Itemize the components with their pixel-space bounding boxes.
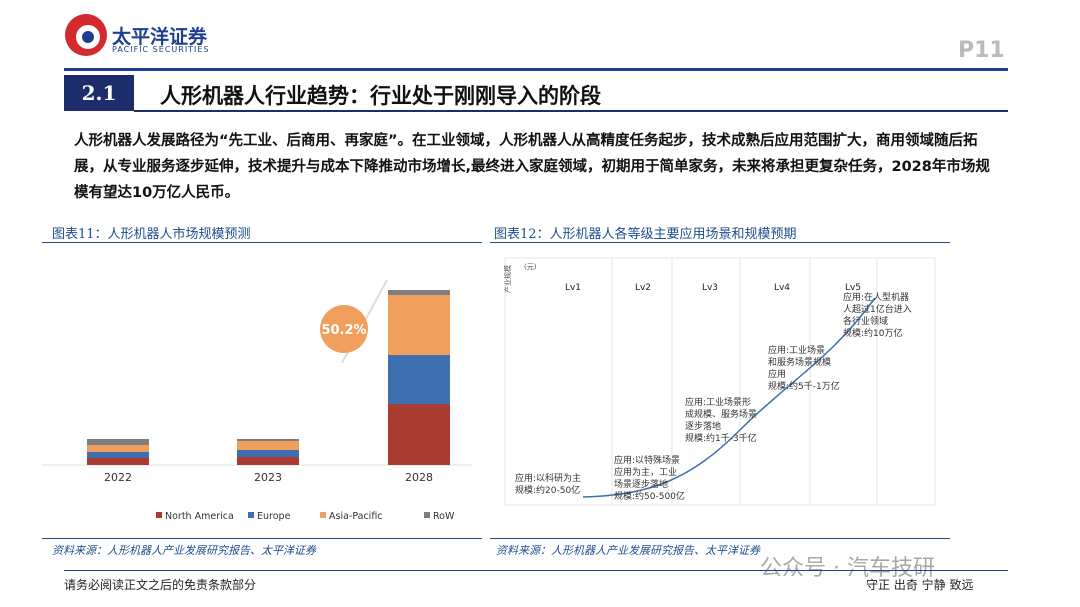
bar-segment (87, 452, 149, 458)
annotation: 应用:以科研为主 (515, 472, 581, 484)
section-title: 人形机器人行业趋势：行业处于刚刚导入的阶段 (160, 84, 601, 108)
annotation: 规模:约10万亿 (843, 327, 903, 339)
rule (64, 68, 1008, 71)
bar-segment (388, 404, 450, 465)
bar-segment (87, 458, 149, 465)
bar-segment (237, 439, 299, 441)
annotation: 各行业领域 (843, 315, 888, 327)
figure-source: 资料来源：人形机器人产业发展研究报告、太平洋证券 (52, 544, 316, 557)
annotation: 场景逐步落地 (614, 478, 668, 490)
logo (65, 14, 107, 56)
annotation: 应用:工业场景 (768, 344, 825, 356)
level-label: Lv2 (635, 283, 651, 293)
bar-segment (388, 355, 450, 404)
bar-segment (87, 445, 149, 452)
growth-badge (320, 305, 368, 353)
x-tick-label: 2023 (254, 471, 282, 484)
plot-frame (504, 257, 936, 506)
annotation: 和服务场景规模 (768, 356, 831, 368)
annotation: 规模:约50-500亿 (614, 490, 685, 502)
level-label: Lv1 (565, 283, 581, 293)
body-text: 人形机器人发展路径为“先工业、后商用、再家庭”。在工业领域，人形机器人从高精度任… (74, 133, 990, 201)
growth-curve (582, 297, 876, 498)
bar-segment (237, 441, 299, 450)
watermark: 公众号 · 汽车技研 (760, 556, 935, 581)
page-number: P11 (958, 38, 1005, 63)
y-axis-unit: (元) (524, 263, 537, 271)
annotation: 逐步落地 (685, 420, 721, 432)
annotation: 应用:在人型机器 (843, 291, 909, 303)
annotation: 人超过1亿台进入 (843, 303, 912, 315)
annotation: 规模:约20-50亿 (515, 484, 580, 496)
annotation: 应用:工业场景形 (685, 396, 751, 408)
market-chart: 2022 2023 2028 50.2% North America Europe Asia… (42, 279, 472, 522)
annotation: 应用为主，工业 (614, 466, 677, 478)
level-label: Lv4 (774, 283, 790, 293)
brand: 太平洋证券 (112, 26, 208, 48)
legend-label: Asia-Pacific (329, 511, 383, 522)
section-number: 2.1 (64, 75, 134, 111)
annotation: 应用 (768, 368, 786, 380)
bar-segment (237, 450, 299, 457)
rule (490, 538, 950, 539)
rule (64, 570, 1008, 571)
bar-segment (87, 439, 149, 445)
annotation: 规模:约5千-1万亿 (768, 380, 840, 392)
rule (490, 242, 950, 243)
figure-source: 资料来源：人形机器人产业发展研究报告、太平洋证券 (496, 544, 760, 557)
bar-segment (388, 295, 450, 355)
x-tick-label: 2028 (405, 471, 433, 484)
rule (134, 110, 1008, 112)
level-label: Lv5 (845, 283, 861, 293)
legend-swatch (424, 512, 430, 518)
annotation: 成规模、服务场景 (685, 408, 757, 420)
legend-swatch (156, 512, 162, 518)
x-tick-label: 2022 (104, 471, 132, 484)
legend-label: North America (165, 511, 234, 522)
annotation: 应用:以特殊场景 (614, 454, 680, 466)
disclaimer: 请务必阅读正文之后的免责条款部分 (64, 578, 257, 592)
bar-segment (237, 457, 299, 465)
rule (42, 538, 482, 539)
rule (42, 242, 482, 243)
figure-title: 图表12：人形机器人各等级主要应用场景和规模预期 (494, 227, 797, 242)
growth-label: 50.2% (321, 323, 366, 338)
level-label: Lv3 (702, 283, 718, 293)
legend-label: Europe (257, 511, 291, 522)
legend-swatch (320, 512, 326, 518)
figure-title: 图表11：人形机器人市场规模预测 (52, 227, 251, 242)
y-axis-label: 产业规模 (503, 265, 512, 293)
bar-segment (388, 290, 450, 295)
motto: 守正 出奇 宁静 致远 (866, 578, 974, 592)
legend-swatch (248, 512, 254, 518)
annotation: 规模:约1千-3千亿 (685, 432, 757, 444)
brand-en: PACIFIC SECURITIES (112, 45, 210, 54)
legend-label: RoW (433, 511, 455, 522)
level-chart: 产业规模 (元) Lv1 Lv2 Lv3 Lv4 Lv5 应用:以科研为主规模:约20-50亿… (503, 257, 936, 506)
